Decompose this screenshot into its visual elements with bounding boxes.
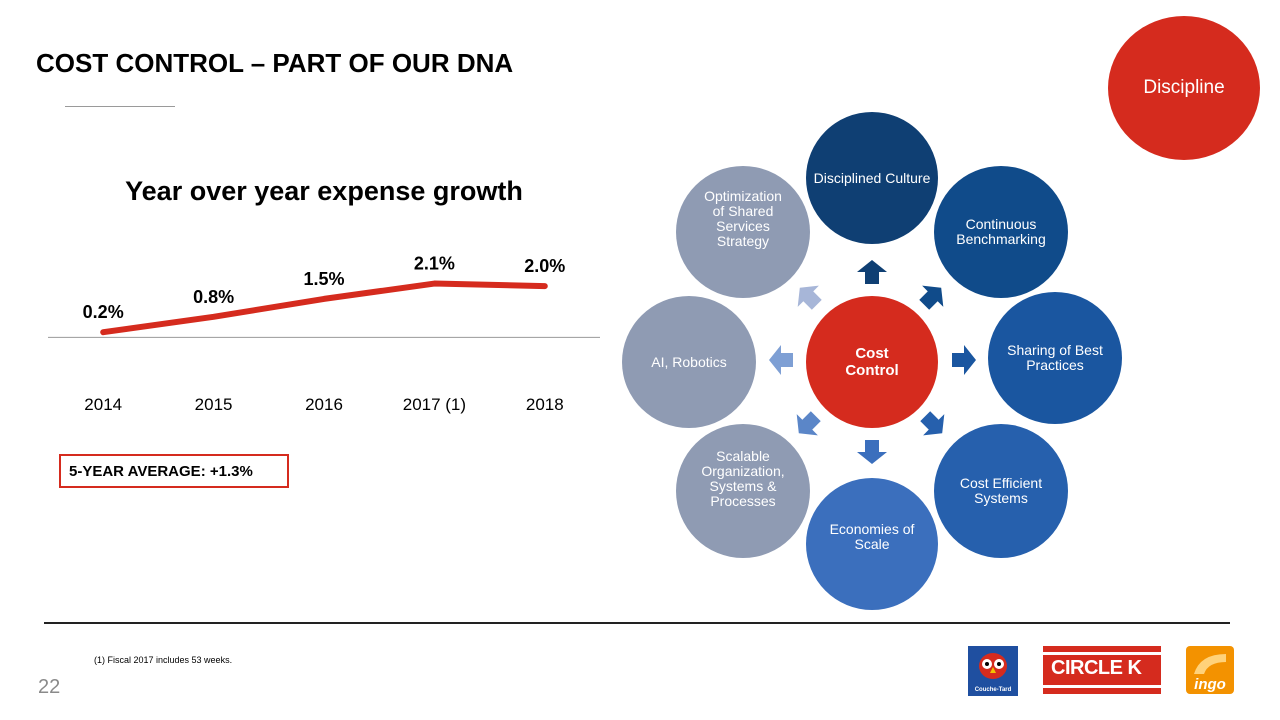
data-label: 1.5% — [303, 269, 344, 289]
x-tick-label: 2018 — [526, 395, 564, 414]
couche-tard-owl-icon: Couche-Tard — [975, 653, 1012, 693]
node-label: Sharing of Best Practices — [1007, 342, 1103, 373]
arrow-up-left-icon — [797, 285, 822, 310]
arrow-down-right-icon — [920, 411, 945, 436]
node-label: Scalable Organization, Systems & Process… — [701, 448, 785, 509]
node-label: Cost Efficient Systems — [959, 475, 1043, 506]
circle-k-wordmark: CIRCLE K — [1051, 657, 1142, 679]
discipline-badge-label: Discipline — [1143, 77, 1225, 98]
node-disciplined-culture: Disciplined Culture — [806, 112, 938, 244]
average-box-label: 5-YEAR AVERAGE: +1.3% — [69, 463, 253, 480]
node-scalable-organization: Scalable Organization, Systems & Process… — [676, 424, 810, 558]
ingo-logo: ingo — [1186, 646, 1234, 694]
average-box: 5-YEAR AVERAGE: +1.3% — [59, 454, 289, 488]
arrow-up-right-icon — [919, 285, 944, 310]
arrow-left-icon — [769, 345, 793, 375]
data-label: 0.2% — [83, 302, 124, 322]
x-tick-label: 2016 — [305, 395, 343, 414]
x-tick-label: 2014 — [84, 395, 122, 414]
node-cost-control-center: Cost Control — [806, 296, 938, 428]
x-tick-label: 2017 (1) — [403, 395, 466, 414]
title-underline — [65, 106, 175, 107]
node-continuous-benchmarking: Continuous Benchmarking — [934, 166, 1068, 298]
data-label: 0.8% — [193, 287, 234, 307]
node-cost-efficient-systems: Cost Efficient Systems — [934, 424, 1068, 558]
x-tick-label: 2015 — [195, 395, 233, 414]
node-sharing-best-practices: Sharing of Best Practices — [988, 292, 1122, 424]
expense-growth-chart: 0.2% 2014 0.8% 2015 1.5% 2016 2.1% 2017 (1) 2.0%… — [48, 254, 600, 414]
arrow-up-icon — [857, 260, 887, 284]
node-label: Economies of Scale — [829, 521, 915, 552]
data-label: 2.0% — [524, 256, 565, 276]
circle-k-logo: CIRCLE K — [1043, 646, 1161, 694]
ingo-arc-icon: ingo — [1194, 654, 1226, 693]
node-label: Disciplined Culture — [813, 169, 931, 186]
node-optimization-shared-services: Optimization of Shared Services Strategy — [676, 166, 810, 298]
node-label: Continuous Benchmarking — [956, 216, 1046, 247]
arrow-right-icon — [952, 345, 976, 375]
arrow-down-left-icon — [796, 411, 821, 436]
footer-rule — [44, 622, 1230, 624]
couche-tard-wordmark: Couche-Tard — [975, 687, 1012, 693]
node-economies-of-scale: Economies of Scale — [806, 478, 938, 610]
node-label: Optimization of Shared Services Strategy — [704, 188, 782, 249]
footnote: (1) Fiscal 2017 includes 53 weeks. — [94, 655, 233, 665]
chart-title: Year over year expense growth — [125, 176, 523, 206]
node-ai-robotics: AI, Robotics — [622, 296, 756, 428]
page-number: 22 — [38, 676, 61, 698]
center-label: Cost Control — [845, 345, 899, 379]
node-label: AI, Robotics — [651, 353, 727, 370]
slide-title: COST CONTROL – PART OF OUR DNA — [36, 48, 514, 78]
discipline-badge: Discipline — [1108, 16, 1260, 160]
arrow-down-icon — [857, 440, 887, 464]
ingo-wordmark: ingo — [1194, 676, 1226, 693]
couche-tard-logo: Couche-Tard — [968, 646, 1018, 696]
data-label: 2.1% — [414, 254, 455, 274]
